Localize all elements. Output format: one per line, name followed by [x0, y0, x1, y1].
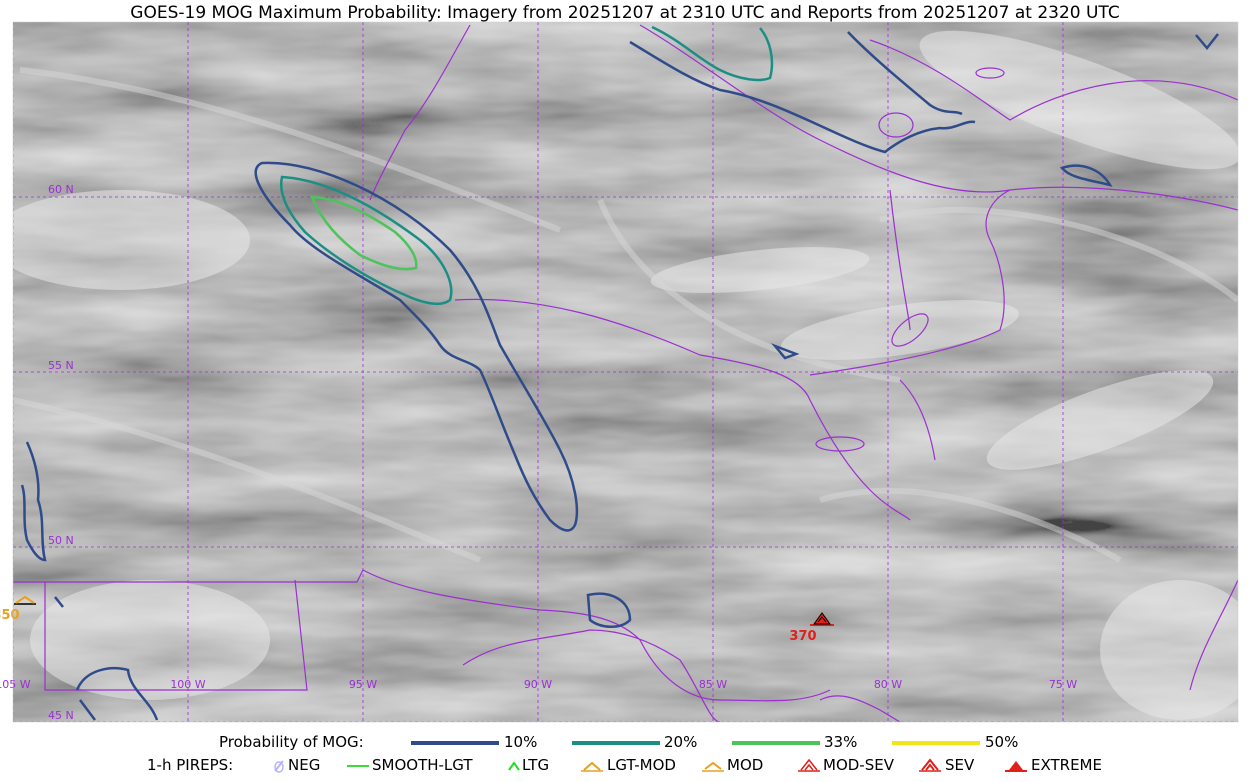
- legend-label-lgt-mod: LGT-MOD: [607, 756, 676, 774]
- legend-swatch-50: [892, 741, 980, 745]
- cloud-streaks: [13, 67, 1238, 563]
- lat-lon-grid: [13, 22, 1238, 722]
- coastlines: [13, 24, 1238, 722]
- ltg-icon: [508, 761, 520, 771]
- legend-label-33: 33%: [824, 733, 858, 751]
- neg-icon: [274, 760, 284, 773]
- lon-label-100w: 100 W: [170, 678, 205, 691]
- legend-label-smooth-lgt: SMOOTH-LGT: [372, 756, 473, 774]
- sev-icon: [919, 758, 941, 772]
- lon-label-80w: 80 W: [874, 678, 902, 691]
- lat-label-55: 55 N: [48, 359, 74, 372]
- probability-legend-title: Probability of MOG:: [219, 733, 364, 751]
- legend-label-ltg: LTG: [522, 756, 550, 774]
- legend-label-mod: MOD: [727, 756, 764, 774]
- legend-label-10: 10%: [504, 733, 538, 751]
- map-title: GOES-19 MOG Maximum Probability: Imagery…: [130, 3, 1120, 23]
- lon-label-75w: 75 W: [1049, 678, 1077, 691]
- legend-swatch-10: [411, 741, 499, 745]
- legend-swatch-33: [732, 741, 820, 745]
- legend-label-neg: NEG: [288, 756, 321, 774]
- report-extreme-label: 370: [789, 629, 816, 644]
- report-mod-label: 350: [0, 608, 20, 623]
- legend-swatch-20: [572, 741, 660, 745]
- pirep-legend-title: 1-h PIREPS:: [147, 756, 234, 774]
- report-mod-marker[interactable]: [14, 595, 36, 605]
- lgt-mod-icon: [581, 761, 603, 772]
- legend-label-mod-sev: MOD-SEV: [823, 756, 894, 774]
- legend-label-extreme: EXTREME: [1031, 756, 1102, 774]
- contour-20-percent: [279, 25, 774, 306]
- extreme-icon: [1005, 761, 1027, 772]
- cloud-bands: [13, 30, 1238, 720]
- report-extreme-marker[interactable]: [810, 612, 834, 626]
- lat-label-60: 60 N: [48, 183, 74, 196]
- legend-label-sev: SEV: [945, 756, 975, 774]
- legend-label-20: 20%: [664, 733, 698, 751]
- contour-10-percent: [20, 31, 1219, 721]
- lat-label-45: 45 N: [48, 709, 74, 722]
- legend-label-50: 50%: [985, 733, 1019, 751]
- lat-label-50: 50 N: [48, 534, 74, 547]
- mod-sev-icon: [798, 758, 820, 772]
- contour-33-percent: [310, 195, 418, 271]
- mod-icon: [702, 761, 724, 772]
- smooth-lgt-icon: [347, 765, 369, 767]
- lon-label-90w: 90 W: [524, 678, 552, 691]
- lon-label-105w: 105 W: [0, 678, 31, 691]
- lon-label-95w: 95 W: [349, 678, 377, 691]
- lon-label-85w: 85 W: [699, 678, 727, 691]
